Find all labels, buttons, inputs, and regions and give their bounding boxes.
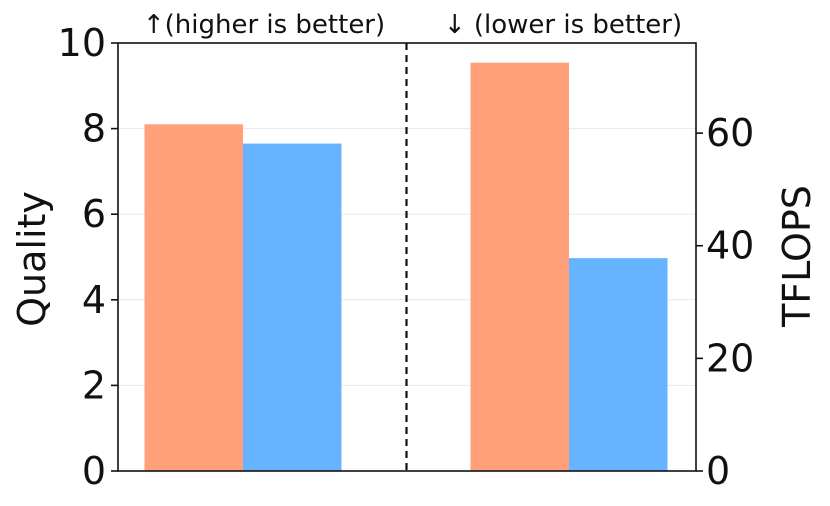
left-axis-label: Quality [10, 191, 54, 327]
right-axis-ticks: 0 20 40 60 [696, 111, 754, 493]
left-tick-label-2: 4 [82, 278, 106, 322]
bar-group1-0 [470, 62, 569, 472]
bar-group0-0 [144, 124, 243, 471]
right-axis-label: TFLOPS [775, 185, 819, 328]
left-tick-label-5: 10 [58, 21, 106, 65]
bar-group1-1 [569, 258, 668, 471]
bar-group0-1 [243, 143, 342, 471]
right-tick-label-2: 40 [706, 224, 754, 268]
bars [144, 62, 668, 472]
plot-frame [117, 42, 697, 472]
right-tick-label-3: 60 [706, 111, 754, 155]
left-tick-label-1: 2 [82, 363, 106, 407]
right-tick-label-0: 0 [706, 449, 730, 493]
annotation-higher-is-better: ↑(higher is better) [143, 10, 385, 40]
left-tick-label-4: 8 [82, 107, 106, 151]
annotation-lower-is-better: ↓ (lower is better) [444, 10, 682, 40]
right-tick-label-1: 20 [706, 336, 754, 380]
left-tick-label-0: 0 [82, 449, 106, 493]
left-tick-label-3: 6 [82, 192, 106, 236]
left-axis-ticks: 0 2 4 6 8 10 [58, 21, 118, 493]
